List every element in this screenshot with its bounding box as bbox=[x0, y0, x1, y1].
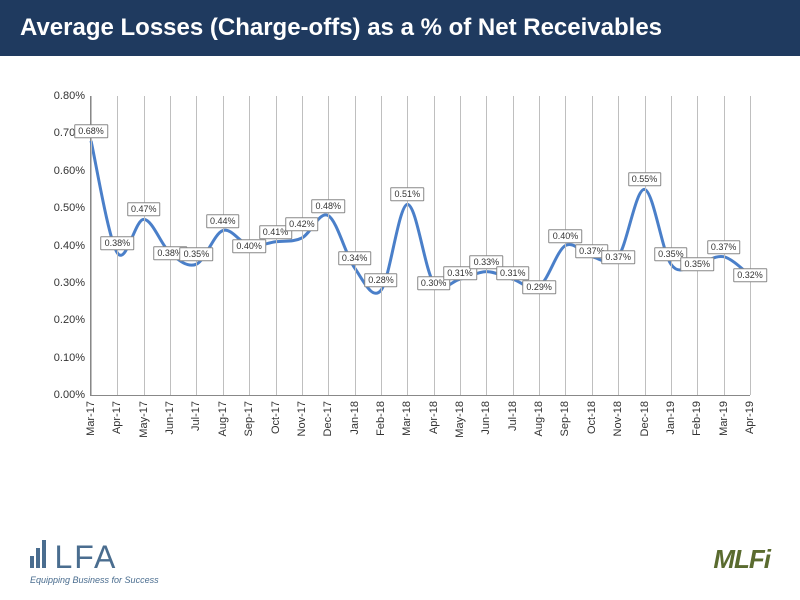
data-label: 0.40% bbox=[549, 229, 583, 243]
elfa-tagline: Equipping Business for Success bbox=[30, 575, 159, 585]
y-axis-label: 0.20% bbox=[54, 314, 85, 326]
x-axis-label: Jan-18 bbox=[349, 401, 361, 435]
data-label: 0.37% bbox=[601, 250, 635, 264]
y-axis-label: 0.30% bbox=[54, 277, 85, 289]
y-axis-label: 0.40% bbox=[54, 240, 85, 252]
data-label: 0.38% bbox=[101, 236, 135, 250]
y-axis-label: 0.10% bbox=[54, 352, 85, 364]
gridline bbox=[750, 96, 751, 395]
data-label: 0.40% bbox=[232, 239, 266, 253]
data-label: 0.42% bbox=[285, 217, 319, 231]
y-axis-label: 0.60% bbox=[54, 165, 85, 177]
footer: LFA Equipping Business for Success MLFi bbox=[0, 530, 800, 590]
x-axis-label: May-18 bbox=[454, 401, 466, 438]
elfa-logo: LFA Equipping Business for Success bbox=[30, 540, 159, 585]
data-label: 0.35% bbox=[180, 247, 214, 261]
data-label: 0.28% bbox=[364, 274, 398, 288]
x-axis-label: Feb-19 bbox=[691, 401, 703, 436]
data-label: 0.51% bbox=[391, 188, 425, 202]
x-axis-label: Apr-17 bbox=[111, 401, 123, 434]
data-label: 0.34% bbox=[338, 251, 372, 265]
line-series bbox=[91, 96, 750, 395]
y-axis-label: 0.00% bbox=[54, 389, 85, 401]
gridline bbox=[697, 96, 698, 395]
data-label: 0.35% bbox=[681, 257, 715, 271]
gridline bbox=[513, 96, 514, 395]
gridline bbox=[276, 96, 277, 395]
mlfi-logo: MLFi bbox=[713, 544, 770, 575]
x-axis-label: Dec-17 bbox=[322, 401, 334, 436]
gridline bbox=[381, 96, 382, 395]
gridline bbox=[144, 96, 145, 395]
x-axis-label: Dec-18 bbox=[639, 401, 651, 436]
data-label: 0.44% bbox=[206, 214, 240, 228]
x-axis-label: Feb-18 bbox=[375, 401, 387, 436]
gridline bbox=[328, 96, 329, 395]
gridline bbox=[355, 96, 356, 395]
x-axis-label: Nov-17 bbox=[296, 401, 308, 436]
gridline bbox=[486, 96, 487, 395]
x-axis-label: Oct-18 bbox=[586, 401, 598, 434]
data-label: 0.47% bbox=[127, 203, 161, 217]
page-title: Average Losses (Charge-offs) as a % of N… bbox=[0, 0, 800, 56]
x-axis-label: Apr-19 bbox=[744, 401, 756, 434]
x-axis-label: Jan-19 bbox=[665, 401, 677, 435]
gridline bbox=[565, 96, 566, 395]
losses-chart: 0.00%0.10%0.20%0.30%0.40%0.50%0.60%0.70%… bbox=[40, 86, 760, 466]
gridline bbox=[645, 96, 646, 395]
x-axis-label: Aug-18 bbox=[533, 401, 545, 436]
y-axis-label: 0.50% bbox=[54, 202, 85, 214]
data-label: 0.68% bbox=[74, 124, 108, 138]
x-axis-label: Sep-18 bbox=[559, 401, 571, 436]
x-axis-label: Mar-18 bbox=[401, 401, 413, 436]
data-label: 0.29% bbox=[522, 280, 556, 294]
gridline bbox=[460, 96, 461, 395]
x-axis-label: Jun-17 bbox=[164, 401, 176, 435]
x-axis-label: Aug-17 bbox=[217, 401, 229, 436]
elfa-bars-icon bbox=[30, 540, 48, 573]
x-axis-label: Mar-17 bbox=[85, 401, 97, 436]
gridline bbox=[539, 96, 540, 395]
data-label: 0.31% bbox=[496, 266, 530, 280]
gridline bbox=[223, 96, 224, 395]
gridline bbox=[302, 96, 303, 395]
x-axis-label: Nov-18 bbox=[612, 401, 624, 436]
data-label: 0.48% bbox=[311, 199, 345, 213]
x-axis-label: Jul-18 bbox=[507, 401, 519, 431]
x-axis-label: Jun-18 bbox=[480, 401, 492, 435]
x-axis-label: Apr-18 bbox=[428, 401, 440, 434]
data-label: 0.55% bbox=[628, 173, 662, 187]
data-label: 0.32% bbox=[733, 269, 767, 283]
plot-area: 0.00%0.10%0.20%0.30%0.40%0.50%0.60%0.70%… bbox=[90, 96, 750, 396]
x-axis-label: Jul-17 bbox=[190, 401, 202, 431]
x-axis-label: May-17 bbox=[138, 401, 150, 438]
gridline bbox=[196, 96, 197, 395]
gridline bbox=[407, 96, 408, 395]
gridline bbox=[618, 96, 619, 395]
x-axis-label: Oct-17 bbox=[270, 401, 282, 434]
gridline bbox=[91, 96, 92, 395]
data-label: 0.37% bbox=[707, 240, 741, 254]
gridline bbox=[434, 96, 435, 395]
elfa-text: LFA bbox=[54, 541, 117, 573]
y-axis-label: 0.80% bbox=[54, 90, 85, 102]
gridline bbox=[671, 96, 672, 395]
x-axis-label: Mar-19 bbox=[718, 401, 730, 436]
x-axis-label: Sep-17 bbox=[243, 401, 255, 436]
